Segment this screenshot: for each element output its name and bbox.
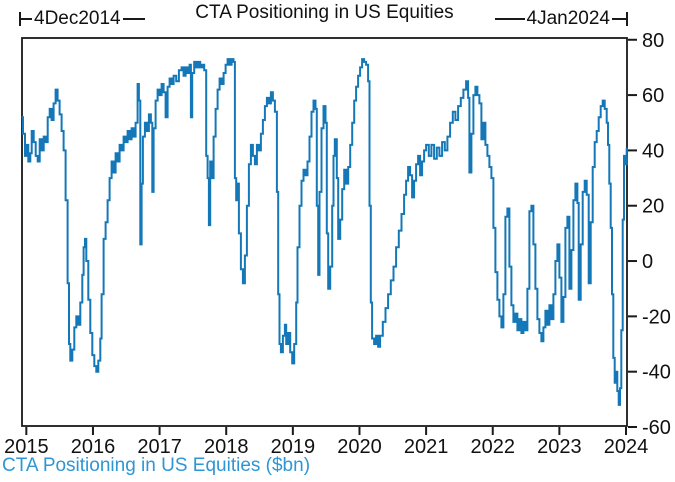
range-start-line-tail: [122, 18, 145, 20]
y-tick-label: 20: [642, 196, 664, 218]
x-tick-label: 2024: [604, 436, 649, 458]
plot-frame: [21, 37, 628, 427]
x-tick-label: 2022: [470, 436, 515, 458]
range-start-marker: 4Dec2014: [19, 9, 145, 29]
series-legend: CTA Positioning in US Equities ($bn): [2, 455, 311, 476]
y-tick-label: 80: [642, 30, 664, 52]
range-end-cap: [626, 12, 628, 26]
x-tick-label: 2016: [71, 436, 116, 458]
x-tick-label: 2018: [204, 436, 249, 458]
x-tick-label: 2017: [137, 436, 182, 458]
range-end-label: 4Jan2024: [526, 8, 610, 29]
range-end-marker: 4Jan2024: [494, 8, 628, 29]
x-tick-label: 2023: [537, 436, 582, 458]
y-tick-label: -60: [642, 417, 671, 439]
y-tick-label: 60: [642, 85, 664, 107]
x-tick-label: 2020: [337, 436, 382, 458]
range-start-line: [21, 18, 32, 20]
range-start-label: 4Dec2014: [34, 8, 121, 29]
x-tick-label: 2019: [271, 436, 316, 458]
x-tick-label: 2021: [404, 436, 449, 458]
chart-title: CTA Positioning in US Equities: [195, 2, 454, 23]
range-end-line: [494, 18, 525, 20]
y-tick-label: -40: [642, 362, 671, 384]
y-tick-label: -20: [642, 306, 671, 328]
y-tick-label: 40: [642, 140, 664, 162]
x-tick-label: 2015: [4, 436, 49, 458]
range-start-cap: [19, 12, 21, 26]
range-end-line-tail: [612, 18, 626, 20]
y-tick-label: 0: [642, 251, 653, 273]
cta-positioning-series-line: [21, 58, 628, 406]
